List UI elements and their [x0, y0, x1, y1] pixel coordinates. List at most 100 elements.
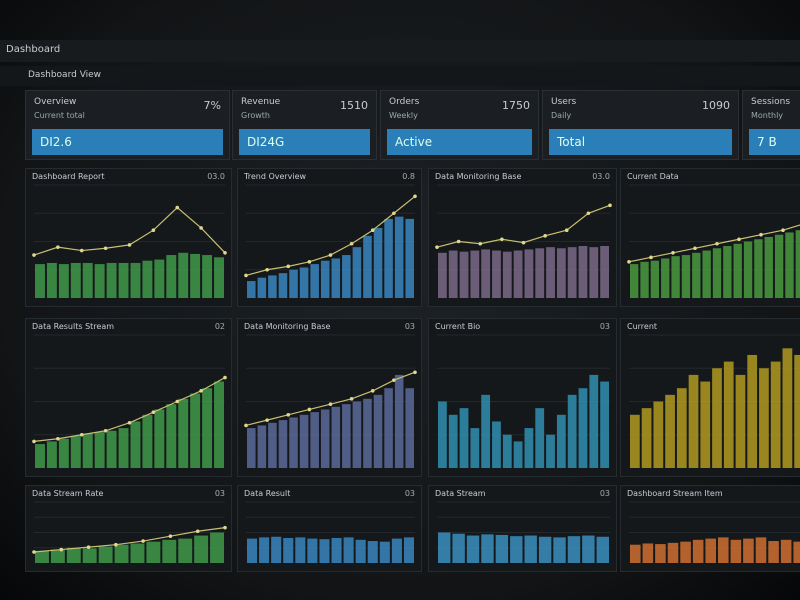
bar	[194, 535, 209, 563]
bar	[641, 408, 652, 468]
mini-chart	[629, 334, 800, 468]
bar	[190, 253, 201, 298]
bar	[578, 246, 588, 298]
panel-tag: 03	[214, 489, 225, 498]
stat-card: Revenue Growth 1510 DI24G	[232, 90, 377, 160]
trend-point	[79, 248, 84, 253]
trend-point	[671, 251, 675, 255]
trend-point	[649, 255, 653, 260]
trend-point	[151, 410, 156, 414]
trend-point	[413, 194, 417, 199]
bar	[567, 394, 577, 468]
mini-chart	[32, 184, 227, 298]
bar	[459, 408, 469, 468]
trend-point	[168, 534, 173, 538]
card-value: 7 B	[749, 129, 800, 155]
bar	[94, 432, 105, 468]
panel-tag: 03	[599, 489, 610, 498]
trend-point	[435, 245, 439, 249]
toolbar-label[interactable]: Dashboard View	[28, 70, 102, 80]
bar	[723, 246, 732, 298]
bar	[82, 433, 93, 468]
trend-point	[114, 542, 118, 547]
panel-title: Dashboard Stream Item	[627, 489, 723, 498]
mini-chart	[629, 501, 800, 563]
trend-line	[33, 206, 226, 256]
chart-panel: Dashboard Stream Item	[620, 485, 800, 572]
bar	[118, 428, 129, 468]
bar	[178, 538, 193, 563]
bar	[470, 250, 480, 298]
bar	[50, 549, 65, 563]
trend-point	[265, 418, 269, 422]
bar	[650, 260, 660, 298]
card-badge: 1750	[502, 99, 530, 112]
panel-title: Data Stream	[435, 489, 486, 498]
bar	[481, 249, 491, 298]
bar	[794, 354, 800, 468]
panel-title: Data Result	[244, 489, 291, 498]
panel-title: Trend Overview	[244, 172, 307, 181]
trend-point	[715, 241, 719, 246]
trend-point	[175, 399, 180, 404]
bar	[190, 393, 201, 468]
chart-panel: Current Data	[620, 168, 800, 307]
bar	[438, 532, 451, 563]
bar	[214, 381, 224, 468]
bar	[405, 218, 414, 298]
bar	[730, 539, 742, 563]
bar	[553, 537, 566, 563]
bar	[331, 537, 342, 563]
bar	[178, 398, 189, 468]
trend-point	[693, 246, 697, 251]
bar	[106, 430, 117, 468]
bar	[154, 409, 165, 468]
bar	[546, 247, 555, 298]
panel-tag: 03	[599, 322, 610, 331]
bar	[319, 539, 330, 563]
toolbar: Dashboard View	[0, 66, 800, 86]
bar	[331, 258, 341, 298]
bar	[578, 388, 588, 468]
card-label: Overview	[34, 97, 77, 107]
bar	[524, 535, 537, 563]
mini-chart	[627, 184, 800, 298]
bar	[320, 409, 330, 468]
bar	[82, 262, 93, 298]
bar	[307, 538, 318, 563]
trend-point	[199, 226, 203, 230]
trend-point	[175, 205, 180, 210]
bar	[567, 536, 581, 563]
bar	[438, 252, 447, 298]
bar	[743, 538, 754, 563]
trend-point	[370, 228, 375, 232]
bar	[394, 216, 404, 298]
bar	[295, 537, 306, 563]
panel-tag: 03	[404, 489, 415, 498]
mini-chart	[32, 334, 227, 468]
card-badge: 1510	[340, 99, 368, 112]
bar	[384, 388, 393, 468]
trend-point	[56, 245, 60, 249]
panel-title: Data Stream Rate	[32, 489, 104, 498]
trend-point	[151, 228, 156, 232]
trend-line	[33, 527, 226, 553]
bar	[755, 537, 767, 563]
trend-point	[500, 237, 504, 242]
bar	[438, 401, 447, 468]
bar	[452, 533, 465, 563]
bar	[106, 262, 117, 298]
trend-point	[586, 211, 591, 216]
bar	[589, 374, 599, 468]
panel-tag: 0.8	[402, 172, 415, 181]
chart-panel: Current Bio 03	[428, 318, 617, 477]
bar	[70, 262, 81, 298]
bar	[142, 414, 153, 468]
bar	[379, 541, 390, 563]
card-badge: 1090	[702, 99, 730, 112]
bar	[795, 230, 800, 298]
bar	[782, 348, 793, 468]
trend-point	[244, 273, 248, 278]
bar	[785, 232, 794, 298]
bar	[35, 550, 49, 563]
